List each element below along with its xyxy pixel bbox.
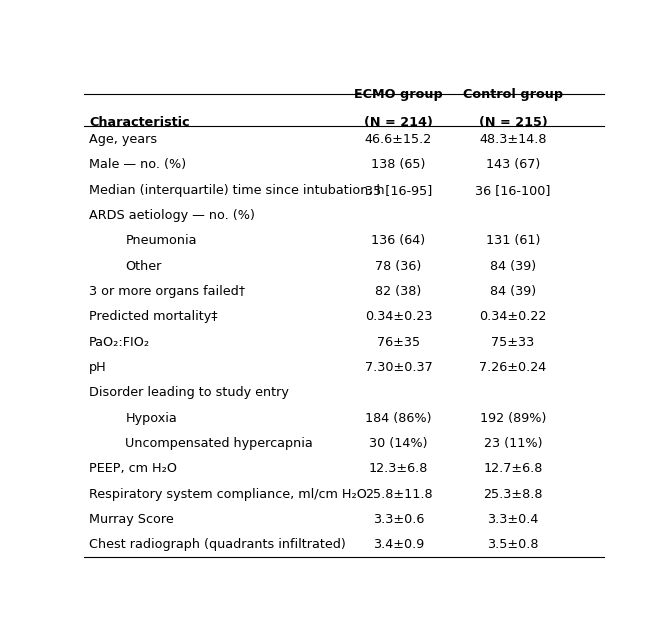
Text: PaO₂:FIO₂: PaO₂:FIO₂ — [89, 335, 150, 349]
Text: 0.34±0.23: 0.34±0.23 — [365, 310, 432, 323]
Text: ARDS aetiology — no. (%): ARDS aetiology — no. (%) — [89, 209, 255, 222]
Text: Pneumonia: Pneumonia — [125, 235, 197, 247]
Text: 84 (39): 84 (39) — [490, 260, 536, 273]
Text: 0.34±0.22: 0.34±0.22 — [479, 310, 547, 323]
Text: 3.4±0.9: 3.4±0.9 — [373, 538, 424, 552]
Text: 46.6±15.2: 46.6±15.2 — [365, 133, 432, 146]
Text: Respiratory system compliance, ml/cm H₂O: Respiratory system compliance, ml/cm H₂O — [89, 488, 367, 501]
Text: PEEP, cm H₂O: PEEP, cm H₂O — [89, 462, 177, 476]
Text: 192 (89%): 192 (89%) — [480, 411, 546, 425]
Text: 3.3±0.6: 3.3±0.6 — [373, 513, 424, 526]
Text: Median (interquartile) time since intubation, h: Median (interquartile) time since intuba… — [89, 184, 384, 197]
Text: (N = 215): (N = 215) — [478, 116, 548, 129]
Text: Uncompensated hypercapnia: Uncompensated hypercapnia — [125, 437, 313, 450]
Text: 35 [16-95]: 35 [16-95] — [365, 184, 432, 197]
Text: Other: Other — [125, 260, 162, 273]
Text: 25.3±8.8: 25.3±8.8 — [483, 488, 543, 501]
Text: Male — no. (%): Male — no. (%) — [89, 158, 186, 171]
Text: 12.3±6.8: 12.3±6.8 — [369, 462, 428, 476]
Text: (N = 214): (N = 214) — [364, 116, 433, 129]
Text: 136 (64): 136 (64) — [372, 235, 425, 247]
Text: 76±35: 76±35 — [377, 335, 420, 349]
Text: 184 (86%): 184 (86%) — [365, 411, 431, 425]
Text: 30 (14%): 30 (14%) — [369, 437, 427, 450]
Text: ECMO group: ECMO group — [354, 87, 443, 101]
Text: Murray Score: Murray Score — [89, 513, 174, 526]
Text: 48.3±14.8: 48.3±14.8 — [479, 133, 547, 146]
Text: Control group: Control group — [463, 87, 563, 101]
Text: Characteristic: Characteristic — [89, 116, 190, 129]
Text: pH: pH — [89, 361, 107, 374]
Text: 143 (67): 143 (67) — [486, 158, 540, 171]
Text: 138 (65): 138 (65) — [371, 158, 425, 171]
Text: 25.8±11.8: 25.8±11.8 — [364, 488, 432, 501]
Text: Chest radiograph (quadrants infiltrated): Chest radiograph (quadrants infiltrated) — [89, 538, 346, 552]
Text: 78 (36): 78 (36) — [375, 260, 421, 273]
Text: Hypoxia: Hypoxia — [125, 411, 177, 425]
Text: 12.7±6.8: 12.7±6.8 — [483, 462, 543, 476]
Text: 36 [16-100]: 36 [16-100] — [475, 184, 551, 197]
Text: 7.30±0.37: 7.30±0.37 — [364, 361, 432, 374]
Text: 23 (11%): 23 (11%) — [484, 437, 542, 450]
Text: 82 (38): 82 (38) — [375, 285, 421, 298]
Text: 3.3±0.4: 3.3±0.4 — [487, 513, 539, 526]
Text: 84 (39): 84 (39) — [490, 285, 536, 298]
Text: Age, years: Age, years — [89, 133, 157, 146]
Text: 3.5±0.8: 3.5±0.8 — [487, 538, 539, 552]
Text: 3 or more organs failed†: 3 or more organs failed† — [89, 285, 245, 298]
Text: 75±33: 75±33 — [491, 335, 535, 349]
Text: Disorder leading to study entry: Disorder leading to study entry — [89, 386, 289, 399]
Text: 131 (61): 131 (61) — [486, 235, 540, 247]
Text: Predicted mortality‡: Predicted mortality‡ — [89, 310, 217, 323]
Text: 7.26±0.24: 7.26±0.24 — [479, 361, 546, 374]
